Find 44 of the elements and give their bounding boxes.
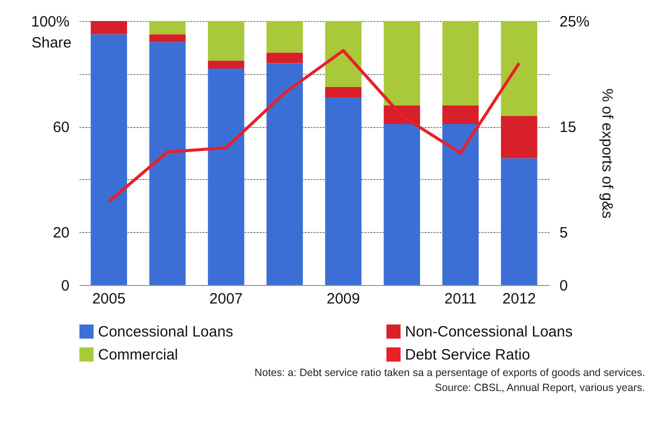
x-tick-label: 2007 bbox=[209, 290, 243, 308]
bar bbox=[384, 21, 420, 106]
bar bbox=[442, 21, 479, 106]
y2-tick-label: 5 bbox=[560, 224, 568, 242]
x-tick-label: 2005 bbox=[92, 290, 126, 308]
bar bbox=[384, 124, 420, 285]
bar bbox=[266, 52, 303, 64]
bar bbox=[500, 116, 538, 158]
bar bbox=[442, 124, 479, 285]
bar bbox=[208, 68, 244, 285]
y-tick-label: 100% bbox=[31, 14, 70, 30]
bar bbox=[90, 34, 128, 285]
y2-tick-label: 15 bbox=[560, 119, 576, 136]
legend-label: Debt Service Ratio bbox=[405, 346, 530, 364]
bar bbox=[149, 34, 186, 42]
bar bbox=[266, 21, 303, 53]
source-note: Source: CBSL, Annual Report, various years. bbox=[434, 381, 645, 396]
bar bbox=[325, 21, 362, 87]
y2-tick-label: 25% bbox=[560, 14, 590, 30]
bar bbox=[325, 98, 362, 285]
y-tick-label: 0 bbox=[61, 278, 70, 294]
line-series bbox=[107, 49, 521, 204]
y2-axis-title: % of exports of g&s bbox=[598, 88, 616, 219]
bar bbox=[208, 21, 244, 61]
bar bbox=[208, 60, 244, 69]
y-tick-label: 60 bbox=[52, 119, 70, 136]
bar bbox=[266, 63, 303, 285]
legend-label: Concessional Loans bbox=[98, 324, 234, 341]
y-tick-label: 20 bbox=[52, 224, 70, 242]
legend-label: Commercial bbox=[98, 346, 178, 364]
x-tick-label: 2011 bbox=[444, 290, 477, 308]
bar bbox=[500, 21, 538, 116]
bar bbox=[325, 87, 362, 98]
y2-tick-label: 0 bbox=[560, 278, 568, 294]
bar bbox=[90, 21, 128, 34]
x-tick-label: 2009 bbox=[326, 290, 360, 308]
bar bbox=[500, 158, 538, 285]
bar bbox=[149, 42, 186, 285]
legend-label: Non-Concessional Loans bbox=[405, 324, 573, 341]
y-axis-title: Share bbox=[31, 34, 72, 52]
bar bbox=[149, 21, 186, 34]
text: Notes: a: Debt service ratio taken sa a persentage of exports of goods and services. bbox=[254, 366, 645, 381]
x-tick-label: 2012 bbox=[502, 290, 536, 308]
bar bbox=[442, 105, 479, 124]
